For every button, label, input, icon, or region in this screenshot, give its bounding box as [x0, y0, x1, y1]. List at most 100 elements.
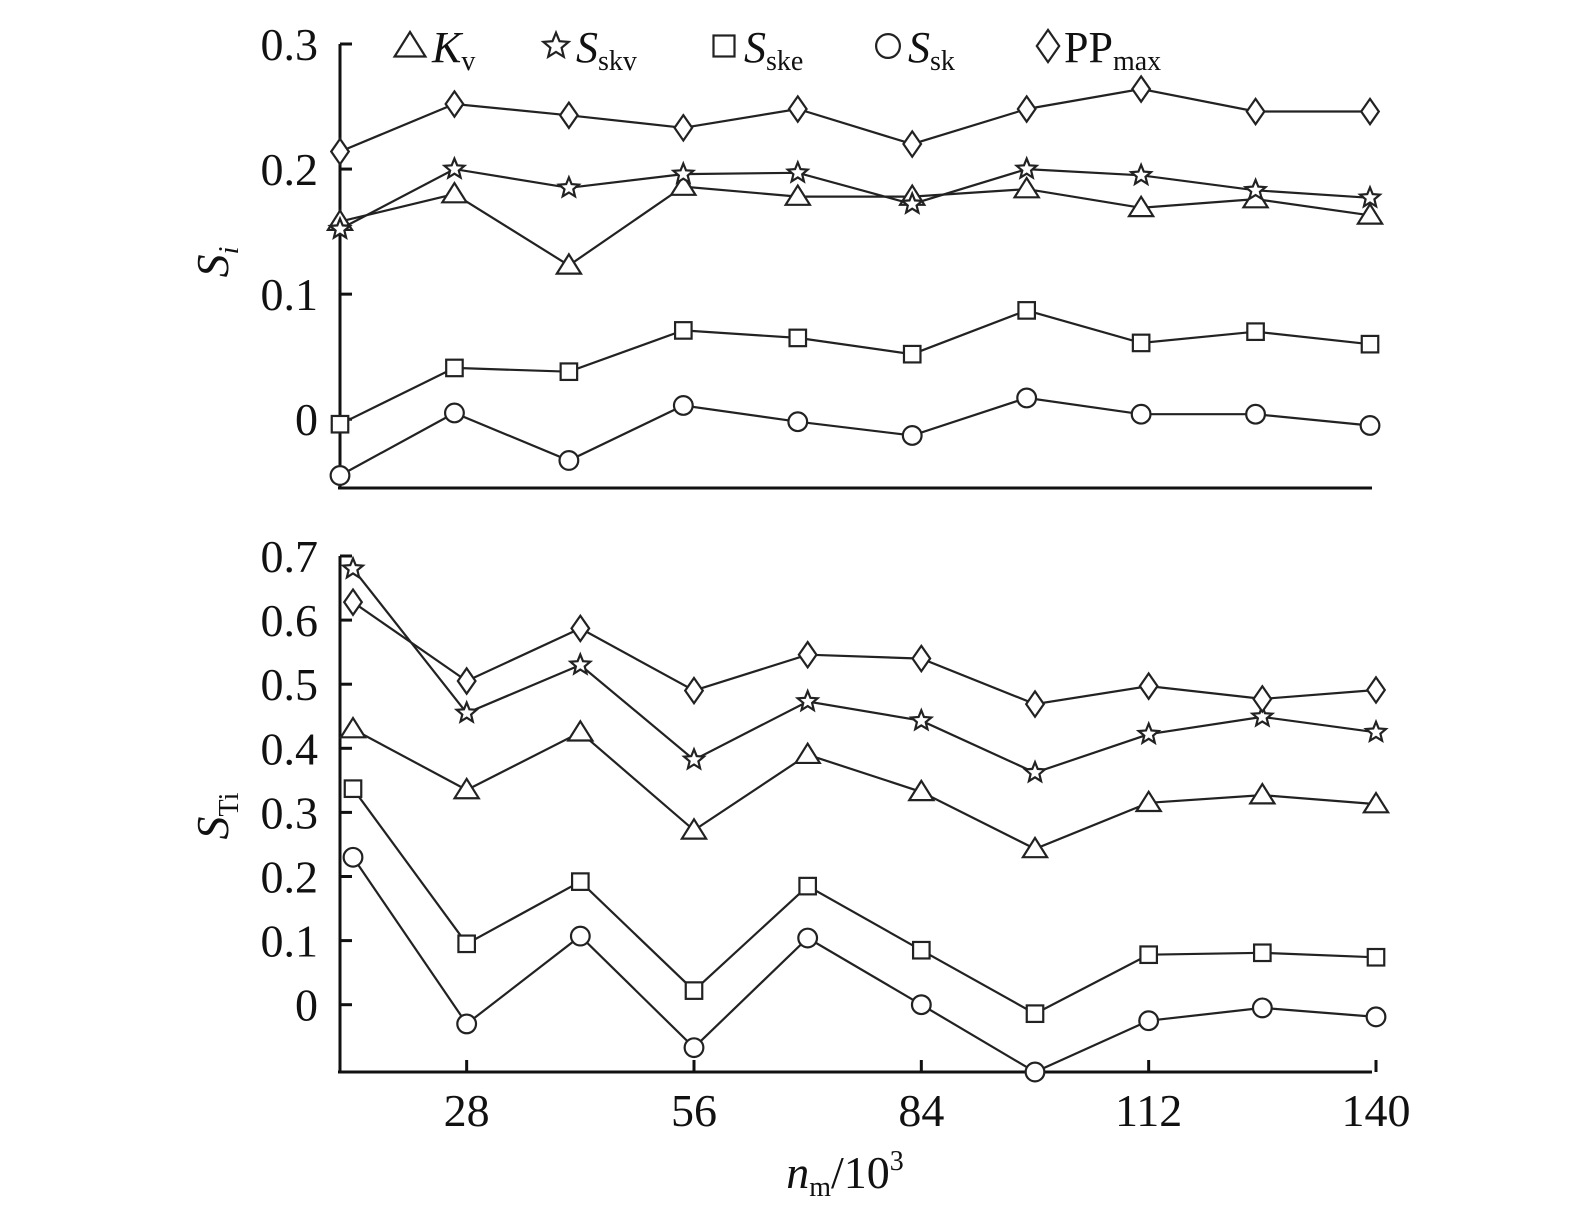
data-point-kv: [566, 719, 595, 742]
legend-label-sskv: Sskv: [576, 23, 637, 77]
data-point-ssk: [901, 425, 923, 446]
data-point-ssk: [558, 450, 580, 471]
data-point-sske: [1366, 947, 1386, 967]
series-sskv: [340, 555, 1389, 784]
bottom-panel: 0.70.60.50.40.30.20.10 28 56 84 112 140 STi …: [187, 531, 1411, 1203]
data-point-kv: [1248, 782, 1277, 805]
y-tick-label: 0.3: [261, 787, 319, 838]
data-point-ppmax: [787, 94, 808, 124]
data-point-sskv: [908, 707, 935, 732]
top-y-ticks: 0.3 0.2 0.1 0: [261, 19, 352, 445]
data-point-ssk: [672, 395, 694, 416]
bottom-x-ticks: 28 56 84 112 140: [444, 1060, 1411, 1136]
data-point-kv: [793, 741, 822, 765]
data-point-sske: [798, 876, 818, 896]
data-point-ppmax: [1138, 671, 1159, 701]
legend-label-kv: Kv: [431, 23, 475, 77]
x-tick-label: 84: [898, 1085, 944, 1136]
data-point-ppmax: [683, 676, 705, 706]
data-point-kv: [1361, 790, 1391, 814]
data-point-kv: [1020, 835, 1050, 859]
y-tick-label: 0.6: [261, 595, 319, 646]
series-line-ppmax: [352, 601, 1377, 706]
data-point-sskv: [1135, 720, 1162, 746]
top-panel: 0.3 0.2 0.1 0 Si Kv Sskv Sske: [187, 19, 1385, 490]
data-point-kv: [1355, 202, 1385, 225]
data-point-ssk: [569, 925, 591, 947]
legend: Kv Sskv Sske Ssk: [392, 23, 1161, 77]
data-point-ssk: [1024, 1061, 1046, 1083]
data-point-sskv: [1013, 155, 1040, 180]
data-point-sskv: [681, 746, 707, 771]
data-point-ssk: [683, 1037, 705, 1059]
legend-marker-diamond: [1035, 27, 1061, 65]
data-point-ppmax: [456, 666, 477, 696]
data-point-sske: [1017, 301, 1037, 320]
series-kv: [338, 716, 1391, 859]
data-point-ssk: [456, 1013, 478, 1035]
legend-diamond-marker: [1035, 27, 1061, 65]
data-point-ppmax: [570, 613, 591, 644]
data-point-ppmax: [342, 587, 364, 617]
data-point-kv: [1012, 176, 1041, 199]
data-point-ssk: [797, 927, 819, 949]
series-line-ssk: [339, 396, 1371, 477]
top-y-axis-label: Si: [187, 247, 245, 278]
data-point-sskv: [899, 190, 926, 215]
data-point-ppmax: [1365, 675, 1387, 705]
data-point-ssk: [1016, 387, 1038, 409]
legend-item-kv: Kv: [392, 23, 475, 77]
series-line-sskv: [339, 167, 1371, 231]
data-point-ssk: [787, 411, 809, 433]
data-point-ssk: [910, 994, 932, 1016]
data-point-ssk: [1251, 997, 1273, 1019]
data-point-ppmax: [902, 129, 923, 159]
bottom-y-ticks: 0.7 0.6 0.5 0.4 0.3 0.2 0.1 0: [261, 531, 352, 1031]
data-point-sske: [1246, 322, 1265, 342]
series-ppmax: [329, 74, 1381, 167]
data-point-ssk: [1130, 403, 1152, 425]
y-tick-label: 0.1: [261, 269, 319, 320]
data-point-ppmax: [1024, 689, 1046, 719]
data-point-sske: [684, 981, 704, 1000]
series-line-sske: [339, 309, 1371, 426]
data-point-sskv: [1249, 703, 1276, 728]
data-point-kv: [1127, 194, 1156, 218]
series-line-sske: [352, 788, 1377, 1015]
data-point-sske: [1360, 334, 1380, 354]
data-point-kv: [783, 183, 812, 206]
data-point-ppmax: [1245, 96, 1266, 127]
data-point-sske: [330, 414, 350, 434]
data-point-ssk: [443, 402, 465, 424]
series-line-kv: [352, 728, 1377, 851]
data-point-kv: [440, 181, 469, 204]
data-point-ppmax: [1130, 74, 1152, 104]
legend-marker-triangle: [392, 29, 428, 58]
data-point-sske: [1139, 945, 1159, 965]
data-point-sskv: [327, 215, 353, 240]
data-point-sskv: [453, 699, 480, 724]
legend-triangle-marker: [392, 29, 428, 58]
data-point-sskv: [340, 555, 366, 580]
y-tick-label: 0.1: [261, 916, 319, 967]
legend-label-sske: Sske: [744, 23, 803, 77]
x-tick-label: 56: [671, 1085, 717, 1136]
data-point-ppmax: [444, 89, 465, 119]
x-tick-label: 140: [1342, 1085, 1411, 1136]
x-tick-label: 28: [444, 1085, 490, 1136]
series-line-kv: [339, 185, 1371, 267]
data-point-sske: [1131, 333, 1151, 353]
series-line-ppmax: [339, 87, 1370, 153]
data-point-sskv: [567, 651, 594, 676]
series-ppmax: [342, 587, 1387, 719]
data-point-sskv: [1363, 718, 1389, 744]
legend-circle-marker: [874, 32, 901, 59]
series-ssk: [342, 846, 1387, 1083]
series-kv: [325, 173, 1385, 275]
data-point-sske: [445, 358, 464, 378]
data-point-sske: [457, 934, 477, 954]
data-point-ppmax: [673, 113, 694, 143]
data-point-kv: [338, 716, 368, 739]
data-point-kv: [669, 173, 698, 196]
